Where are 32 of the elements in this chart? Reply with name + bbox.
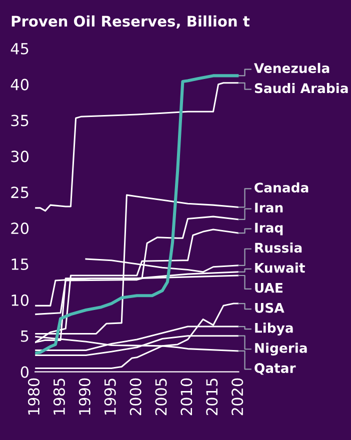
series-label: Qatar xyxy=(254,363,296,375)
x-tick-label: 1995 xyxy=(104,378,116,415)
x-tick-label: 2000 xyxy=(130,378,142,416)
series-label: Venezuela xyxy=(254,62,330,74)
x-tick-label: 2005 xyxy=(155,378,167,416)
y-tick-label: 35 xyxy=(11,114,28,126)
x-tick-label: 1980 xyxy=(28,378,40,415)
series-label: UAE xyxy=(255,282,283,293)
x-tick-label: 1985 xyxy=(53,378,65,415)
series-label: Saudi Arabia xyxy=(254,82,348,94)
x-tick-label: 1990 xyxy=(78,378,90,415)
series-label: Iran xyxy=(255,202,283,213)
y-tick-label: 45 xyxy=(10,43,28,54)
x-tick-label: 2015 xyxy=(206,378,218,416)
y-tick-label: 25 xyxy=(11,186,28,198)
y-tick-label: 10 xyxy=(12,294,29,306)
y-tick-label: 30 xyxy=(11,150,29,162)
x-tick-label: 2020 xyxy=(232,378,244,416)
series-label: Russia xyxy=(255,242,302,253)
x-tick-label: 2010 xyxy=(180,378,192,416)
series-label: Nigeria xyxy=(255,342,307,356)
y-tick-label: 5 xyxy=(21,330,28,342)
series-label: Iraq xyxy=(255,222,283,236)
series-label: USA xyxy=(255,302,284,313)
y-tick-label: 15 xyxy=(12,258,28,270)
series-label: Canada xyxy=(254,182,308,193)
series-label: Libya xyxy=(255,322,293,336)
y-tick-label: 0 xyxy=(20,366,29,378)
y-tick-label: 20 xyxy=(11,222,29,234)
series-label: Kuwait xyxy=(255,262,305,273)
chart-title: Proven Oil Reserves, Billion t xyxy=(12,15,250,29)
y-tick-label: 40 xyxy=(10,78,29,90)
